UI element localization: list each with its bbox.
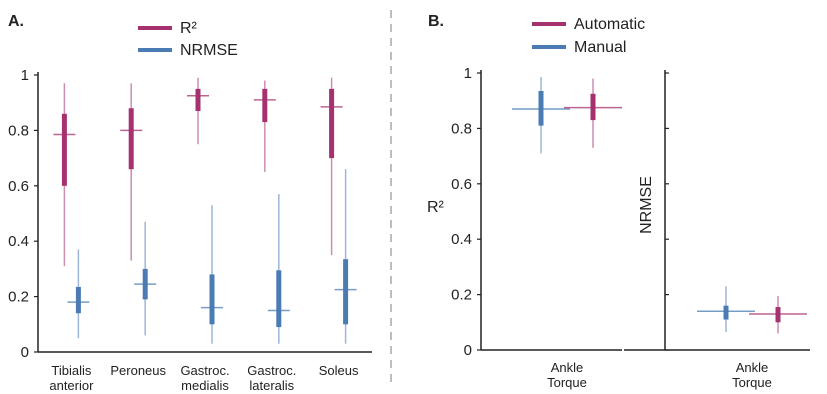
panel-a-category-label: Gastroc. lateralis: [247, 363, 296, 393]
panel-a-axes: 0 0.2 0.4 0.6 0.8 1 Tibialis anterior Peroneus Ga…: [8, 67, 372, 393]
panel-b-category-label: Ankle Torque: [547, 360, 587, 390]
legend-label-automatic: Automatic: [574, 16, 645, 33]
panel-a-label: A.: [8, 13, 24, 30]
panel-a-category-label: Tibialis anterior: [49, 363, 94, 393]
panel-a-y-tick-label: 0.6: [8, 178, 29, 195]
panel-a-y-tick-label: 1: [21, 67, 29, 84]
panel-b-y-tick-label: 0.4: [451, 231, 472, 248]
panel-a-box-nrmse-1: [134, 221, 157, 336]
panel-a-box-r2-2-box: [195, 88, 201, 112]
panel-a-box-r2-4: [320, 77, 343, 256]
panel-a-y-tick-label: 0.4: [8, 233, 29, 250]
legend-label-r2: R²: [180, 20, 198, 37]
panel-a-box-r2-2: [187, 77, 209, 145]
panel-a-box-nrmse-2-box: [209, 274, 215, 325]
panel-a-box-nrmse-3: [267, 194, 290, 344]
panel-a-box-nrmse-0: [67, 249, 90, 339]
panel-b-box-r2-automatic: [564, 78, 622, 148]
panel-a-box-nrmse-4: [334, 169, 357, 344]
panel-b-y-tick-label: 0: [464, 342, 472, 359]
panel-a-box-nrmse-3-box: [276, 270, 282, 328]
panel-b-box-nrmse-manual-box: [723, 305, 729, 320]
panel-b-box-r2-manual: [512, 77, 570, 154]
panel-a-box-r2-4-box: [329, 88, 335, 159]
panel-a-box-nrmse-0-box: [75, 286, 81, 314]
panel-a-box-nrmse-2: [201, 205, 223, 344]
panel-b-box-nrmse-automatic: [749, 295, 807, 334]
panel-a-y-tick-label: 0: [21, 344, 29, 361]
panel-b-box-nrmse-manual: [697, 286, 755, 332]
panel-b-y-tick-label: 0.6: [451, 176, 472, 193]
panel-b-y-tick-label: 0.8: [451, 120, 472, 137]
panel-b-y-tick-label: 1: [464, 65, 472, 82]
panel-a-box-r2-3-box: [262, 88, 268, 123]
panel-a-box-r2-1-box: [128, 108, 134, 170]
panel-a-box-r2-0: [53, 83, 76, 267]
panel-a-box-r2-1: [120, 83, 143, 261]
panel-b-category-label: Ankle Torque: [732, 360, 772, 390]
panel-a-category-label: Peroneus: [110, 363, 166, 378]
panel-a-category-label: Gastroc. medialis: [180, 363, 229, 393]
legend-label-nrmse: NRMSE: [180, 42, 238, 59]
panel-a-box-r2-3: [253, 80, 276, 172]
panel-a-plot: [53, 77, 357, 344]
panel-b-axes: 0 0.2 0.4 0.6 0.8 1 Ankle Torque Ankle Torque: [451, 65, 810, 390]
panel-b-plot: [512, 77, 807, 334]
panel-b-y-tick-label: 0.2: [451, 287, 472, 304]
panel-b-label: B.: [428, 13, 444, 30]
legend-label-manual: Manual: [574, 39, 626, 56]
panel-a-y-tick-label: 0.2: [8, 289, 29, 306]
panel-a-legend: R² NRMSE: [138, 20, 238, 59]
panel-a-box-r2-0-box: [61, 113, 67, 186]
panel-a-category-label: Soleus: [319, 363, 359, 378]
panel-a-y-tick-label: 0.8: [8, 122, 29, 139]
panel-a-box-nrmse-4-box: [343, 259, 349, 325]
panel-b-y-axis-title: R²: [427, 199, 445, 216]
panel-b-right-axis-title: NRMSE: [638, 176, 655, 234]
panel-b-legend: Automatic Manual: [532, 16, 645, 56]
